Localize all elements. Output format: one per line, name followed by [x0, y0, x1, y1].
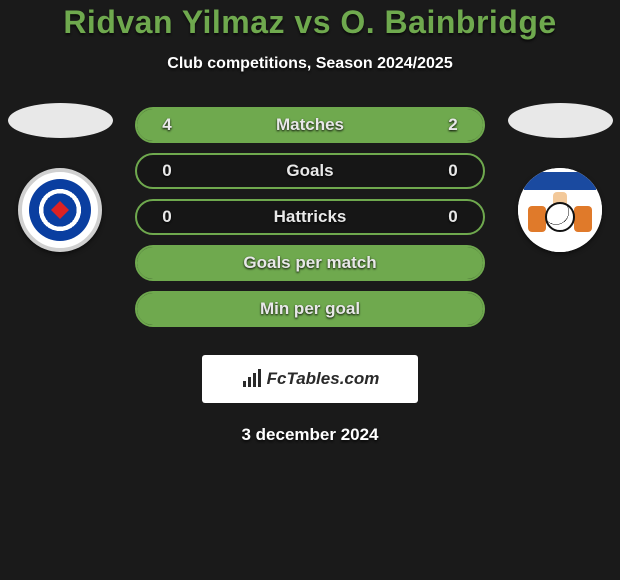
bar-chart-icon [241, 369, 263, 389]
stat-row: Goals per match [135, 245, 485, 281]
rangers-crest-icon [29, 179, 91, 241]
comparison-card: Ridvan Yilmaz vs O. Bainbridge Club comp… [0, 0, 620, 445]
kilmarnock-crest-icon [518, 168, 602, 252]
stat-value-right: 0 [423, 207, 483, 227]
stat-value-left: 4 [137, 115, 197, 135]
subtitle: Club competitions, Season 2024/2025 [0, 55, 620, 73]
player-right-avatar [508, 103, 613, 138]
club-badge-left [18, 168, 102, 252]
stat-value-right: 0 [423, 161, 483, 181]
stat-row: 0Hattricks0 [135, 199, 485, 235]
brand-box: FcTables.com [202, 355, 418, 403]
date-line: 3 december 2024 [0, 425, 620, 445]
stat-value-left: 0 [137, 207, 197, 227]
player-left-avatar [8, 103, 113, 138]
stat-label: Goals per match [197, 253, 423, 273]
stat-row: Min per goal [135, 291, 485, 327]
player-right-column [500, 107, 620, 252]
player-left-column [0, 107, 120, 252]
page-title: Ridvan Yilmaz vs O. Bainbridge [0, 4, 620, 41]
brand-text: FcTables.com [267, 369, 380, 389]
stat-label: Min per goal [197, 299, 423, 319]
compare-area: 4Matches20Goals00Hattricks0Goals per mat… [0, 107, 620, 337]
club-badge-right [518, 168, 602, 252]
stat-row: 4Matches2 [135, 107, 485, 143]
stats-column: 4Matches20Goals00Hattricks0Goals per mat… [135, 107, 485, 327]
stat-label: Goals [197, 161, 423, 181]
stat-value-left: 0 [137, 161, 197, 181]
stat-value-right: 2 [423, 115, 483, 135]
stat-label: Hattricks [197, 207, 423, 227]
stat-label: Matches [197, 115, 423, 135]
stat-row: 0Goals0 [135, 153, 485, 189]
